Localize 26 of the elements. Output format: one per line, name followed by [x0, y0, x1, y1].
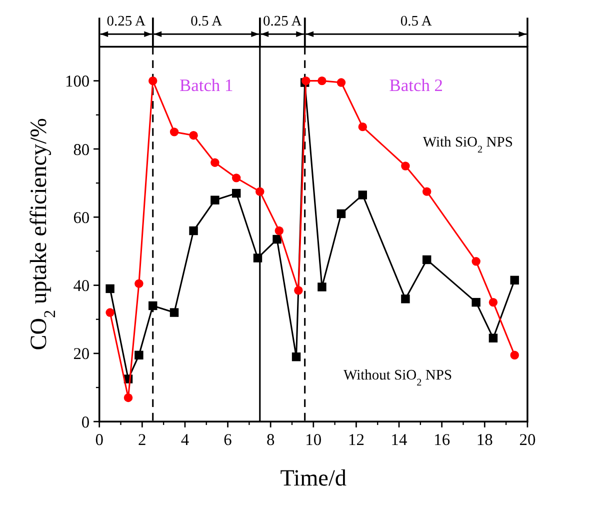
x-tick-label: 14: [390, 430, 408, 449]
y-tick-label: 40: [73, 276, 90, 296]
annotation: Batch 1: [180, 75, 234, 96]
x-tick-label: 16: [434, 430, 450, 449]
x-tick-label: 6: [224, 430, 232, 449]
x-tick-label: 12: [348, 430, 364, 449]
x-axis-title: Time/d: [280, 466, 347, 492]
x-tick-label: 20: [519, 430, 536, 449]
x-tick-label: 8: [266, 430, 275, 449]
y-tick-label: 0: [81, 412, 90, 432]
x-tick-label: 0: [95, 430, 104, 449]
y-tick-label: 20: [73, 344, 90, 364]
annotation: Batch 2: [389, 75, 444, 96]
text: 0.5 A: [400, 13, 432, 30]
x-tick-label: 4: [180, 430, 190, 449]
x-tick-label: 18: [476, 430, 493, 449]
y-tick-label: 60: [73, 208, 90, 227]
x-tick-label: 10: [305, 430, 322, 449]
text: 0.5 A: [190, 13, 223, 30]
text: 0.25 A: [263, 13, 302, 30]
text: Without SiO$_{2}$ NPS: [343, 367, 452, 388]
series-label: With SiO$_{2}$ NPS: [422, 134, 513, 156]
x-tick-label: 2: [138, 430, 146, 449]
text: 0.25 A: [106, 13, 146, 30]
y-tick-label: 100: [64, 72, 90, 91]
y-tick-label: 80: [73, 140, 90, 159]
